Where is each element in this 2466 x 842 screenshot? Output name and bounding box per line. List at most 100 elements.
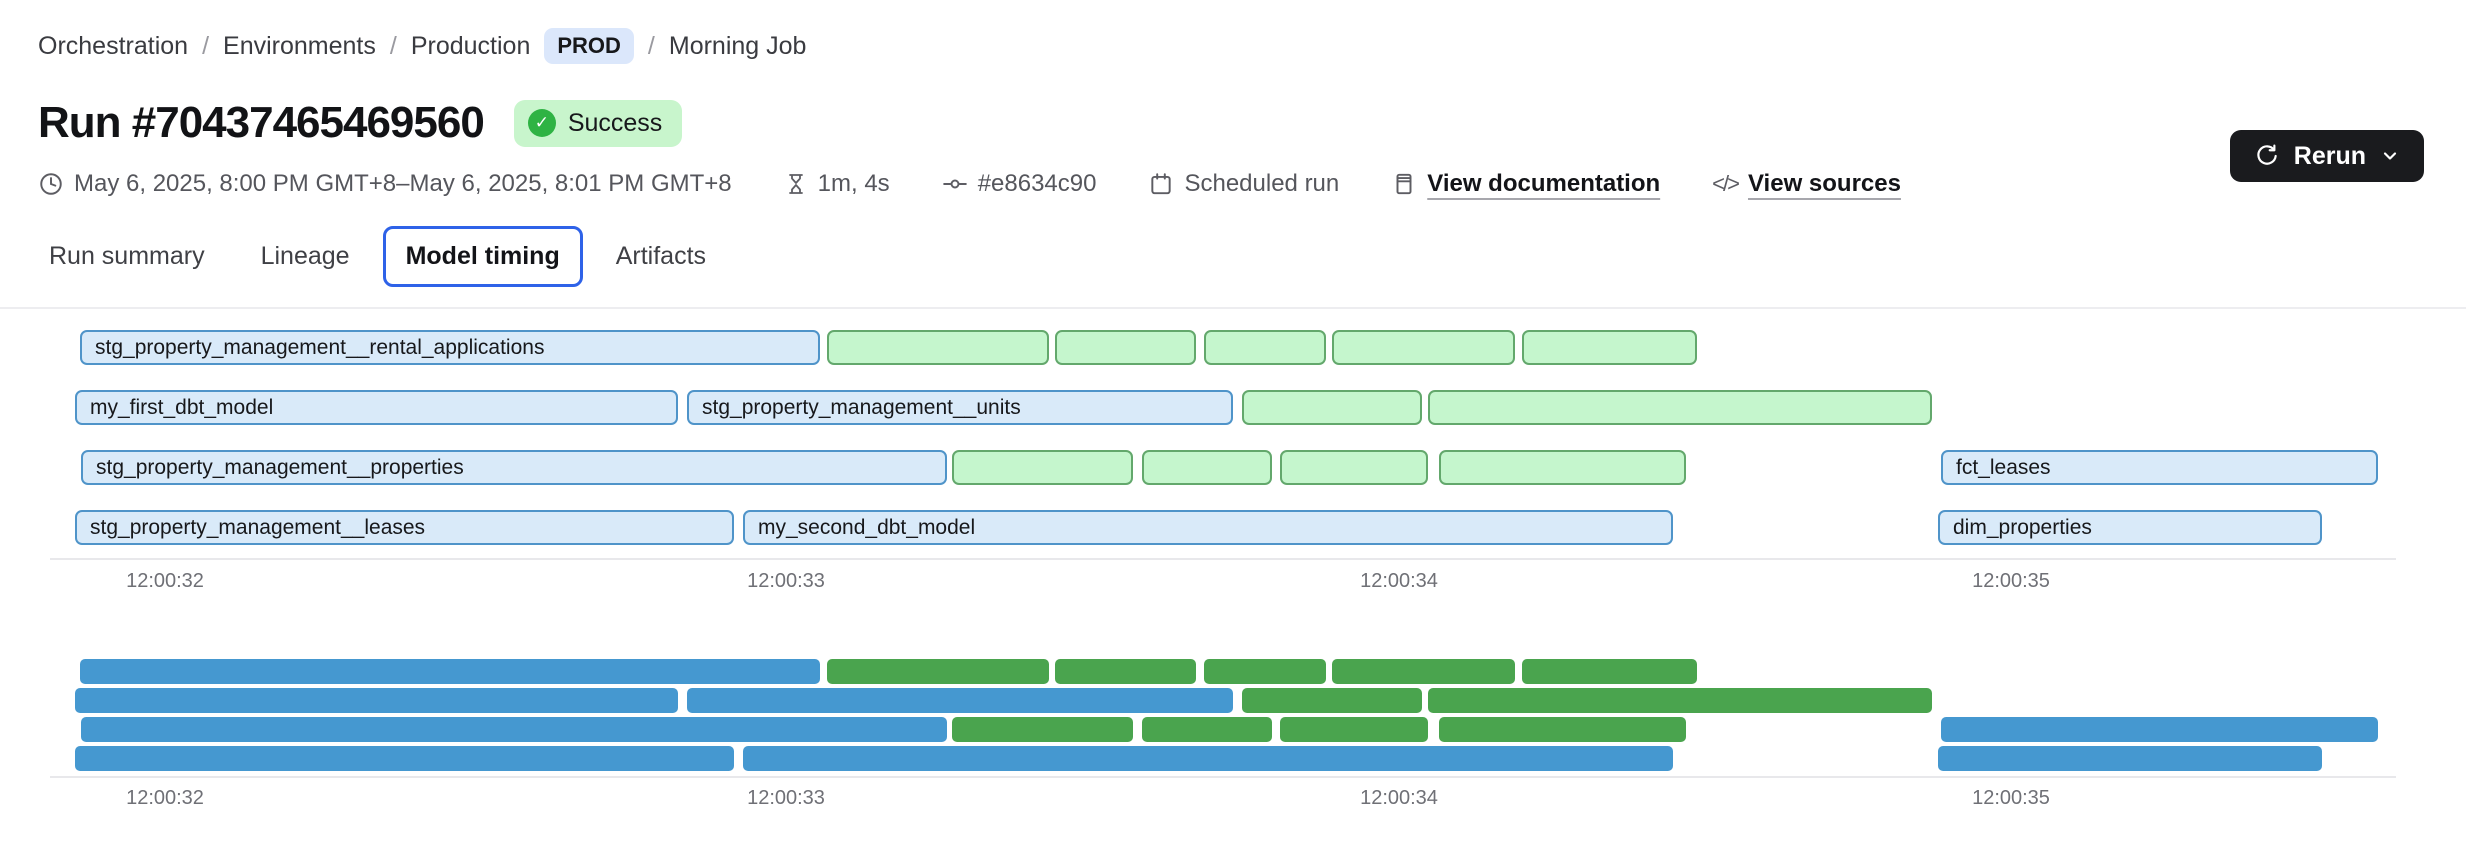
minimap-bar-fct_leases bbox=[1941, 717, 2378, 742]
tab-artifacts[interactable]: Artifacts bbox=[615, 242, 707, 270]
breadcrumb-separator: / bbox=[389, 31, 397, 60]
minimap-bar bbox=[1242, 688, 1422, 713]
gantt-bar[interactable] bbox=[1055, 330, 1196, 365]
gantt-bar-my_first_dbt_model[interactable]: my_first_dbt_model bbox=[75, 390, 678, 425]
gantt-bar-stg_property_management__leases[interactable]: stg_property_management__leases bbox=[75, 510, 734, 545]
breadcrumb: Orchestration / Environments / Productio… bbox=[38, 28, 806, 64]
minimap[interactable]: 12:00:32 12:00:33 12:00:34 12:00:35 bbox=[0, 659, 2466, 819]
gantt-bar-label: stg_property_management__leases bbox=[90, 515, 426, 539]
gantt-bar[interactable] bbox=[1522, 330, 1697, 365]
gantt-bar[interactable] bbox=[1204, 330, 1326, 365]
gantt-bar[interactable] bbox=[1142, 450, 1272, 485]
hourglass-icon bbox=[788, 174, 803, 194]
run-trigger-label: Scheduled run bbox=[1184, 170, 1340, 197]
minimap-bar-stg_property_management__rental_applications bbox=[80, 659, 820, 684]
minimap-bar bbox=[952, 717, 1133, 742]
calendar-icon bbox=[1151, 173, 1172, 195]
run-duration-label: 1m, 4s bbox=[817, 170, 890, 197]
minimap-bar bbox=[1332, 659, 1515, 684]
minimap-bar-stg_property_management__leases bbox=[75, 746, 734, 771]
breadcrumb-item-orchestration[interactable]: Orchestration bbox=[38, 31, 189, 60]
minimap-bar bbox=[1428, 688, 1932, 713]
gantt-bar[interactable] bbox=[1242, 390, 1422, 425]
view-documentation-link[interactable]: View documentation bbox=[1427, 170, 1661, 197]
environment-badge: PROD bbox=[544, 28, 634, 64]
run-duration: 1m, 4s bbox=[784, 170, 890, 198]
tab-lineage[interactable]: Lineage bbox=[260, 242, 350, 270]
gantt-bar[interactable] bbox=[1280, 450, 1428, 485]
gantt-bar[interactable] bbox=[1332, 330, 1515, 365]
run-meta-row: May 6, 2025, 8:00 PM GMT+8–May 6, 2025, … bbox=[38, 170, 1901, 198]
axis-tick-label: 12:00:35 bbox=[1972, 787, 2050, 809]
gantt-bar[interactable] bbox=[1439, 450, 1686, 485]
gantt-bar-dim_properties[interactable]: dim_properties bbox=[1938, 510, 2322, 545]
main-gantt: stg_property_management__rental_applicat… bbox=[0, 330, 2466, 598]
refresh-icon bbox=[2257, 144, 2277, 165]
minimap-bar-my_first_dbt_model bbox=[75, 688, 678, 713]
view-sources-link[interactable]: View sources bbox=[1747, 170, 1901, 197]
view-sources[interactable]: </> View sources bbox=[1712, 170, 1901, 198]
rerun-button[interactable]: Rerun bbox=[2229, 130, 2424, 182]
breadcrumb-item-environments[interactable]: Environments bbox=[223, 31, 376, 60]
minimap-axis-line bbox=[50, 776, 2396, 778]
view-documentation[interactable]: View documentation bbox=[1391, 170, 1660, 198]
gantt-bar-label: stg_property_management__units bbox=[702, 395, 1021, 419]
minimap-bar bbox=[1280, 717, 1428, 742]
minimap-bar-stg_property_management__properties bbox=[81, 717, 947, 742]
minimap-bar-stg_property_management__units bbox=[687, 688, 1233, 713]
gantt-bar-stg_property_management__properties[interactable]: stg_property_management__properties bbox=[81, 450, 947, 485]
run-tabs: Run summary Lineage Model timing Artifac… bbox=[26, 226, 729, 287]
run-time-range-label: May 6, 2025, 8:00 PM GMT+8–May 6, 2025, … bbox=[74, 170, 732, 197]
gantt-bar-label: stg_property_management__rental_applicat… bbox=[95, 335, 545, 359]
axis-tick-label: 12:00:34 bbox=[1360, 787, 1438, 809]
minimap-bar-my_second_dbt_model bbox=[743, 746, 1673, 771]
minimap-bars bbox=[0, 659, 2466, 819]
axis-tick-label: 12:00:32 bbox=[126, 787, 204, 809]
title-row: Run #70437465469560 ✓ Success bbox=[38, 98, 683, 148]
check-circle-icon: ✓ bbox=[527, 109, 556, 137]
breadcrumb-separator: / bbox=[647, 31, 655, 60]
commit-hash: #e8634c90 bbox=[942, 170, 1097, 198]
main-gantt-axis: 12:00:32 12:00:33 12:00:34 12:00:35 bbox=[0, 570, 2466, 596]
status-badge: ✓ Success bbox=[513, 99, 683, 147]
gantt-bar-fct_leases[interactable]: fct_leases bbox=[1941, 450, 2378, 485]
axis-tick-label: 12:00:34 bbox=[1360, 570, 1438, 592]
code-icon: </> bbox=[1712, 171, 1740, 196]
document-icon bbox=[1396, 173, 1412, 195]
gantt-bar[interactable] bbox=[827, 330, 1049, 365]
page-title: Run #70437465469560 bbox=[38, 98, 485, 147]
gantt-bar-label: dim_properties bbox=[1953, 515, 2092, 539]
commit-icon bbox=[942, 179, 967, 189]
minimap-axis: 12:00:32 12:00:33 12:00:34 12:00:35 bbox=[0, 787, 2466, 813]
gantt-bar-stg_property_management__rental_applications[interactable]: stg_property_management__rental_applicat… bbox=[80, 330, 820, 365]
main-gantt-axis-line bbox=[50, 558, 2396, 560]
minimap-bar bbox=[1142, 717, 1272, 742]
gantt-bar-stg_property_management__units[interactable]: stg_property_management__units bbox=[687, 390, 1233, 425]
minimap-bar bbox=[1204, 659, 1326, 684]
minimap-bar bbox=[827, 659, 1049, 684]
breadcrumb-item-morning-job[interactable]: Morning Job bbox=[668, 31, 807, 60]
gantt-bar-label: fct_leases bbox=[1956, 455, 2051, 479]
minimap-bar-dim_properties bbox=[1938, 746, 2322, 771]
breadcrumb-item-production[interactable]: Production bbox=[410, 31, 531, 60]
main-gantt-bars: stg_property_management__rental_applicat… bbox=[0, 330, 2466, 598]
run-time-range: May 6, 2025, 8:00 PM GMT+8–May 6, 2025, … bbox=[38, 170, 732, 198]
rerun-button-label: Rerun bbox=[2293, 141, 2366, 170]
gantt-bar-label: my_second_dbt_model bbox=[758, 515, 976, 539]
run-trigger: Scheduled run bbox=[1148, 170, 1339, 198]
minimap-bar bbox=[1055, 659, 1196, 684]
minimap-bar bbox=[1522, 659, 1697, 684]
gantt-bar-my_second_dbt_model[interactable]: my_second_dbt_model bbox=[743, 510, 1673, 545]
tabs-divider bbox=[0, 307, 2466, 309]
tab-model-timing[interactable]: Model timing bbox=[382, 226, 583, 287]
axis-tick-label: 12:00:35 bbox=[1972, 570, 2050, 592]
gantt-bar-label: stg_property_management__properties bbox=[96, 455, 464, 479]
tab-run-summary[interactable]: Run summary bbox=[49, 242, 205, 270]
gantt-bar[interactable] bbox=[1428, 390, 1932, 425]
axis-tick-label: 12:00:32 bbox=[126, 570, 204, 592]
commit-hash-label: #e8634c90 bbox=[977, 170, 1097, 197]
axis-tick-label: 12:00:33 bbox=[747, 787, 825, 809]
clock-icon bbox=[40, 173, 62, 195]
gantt-bar[interactable] bbox=[952, 450, 1133, 485]
